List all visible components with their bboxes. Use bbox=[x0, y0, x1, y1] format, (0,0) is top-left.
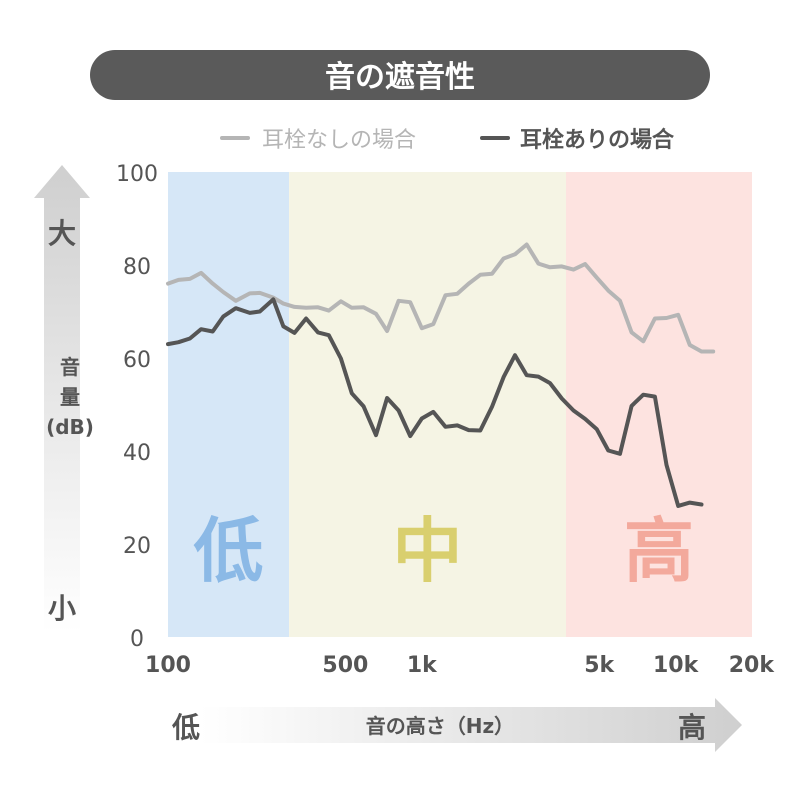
y-axis-bottom-label: 小 bbox=[48, 592, 76, 625]
x-tick-label: 1k bbox=[407, 653, 438, 678]
x-arrow-shape bbox=[200, 698, 742, 752]
x-axis-label: 音の高さ（Hz） bbox=[366, 714, 514, 738]
series-lines bbox=[166, 242, 716, 508]
legend: 耳栓なしの場合 耳栓ありの場合 bbox=[220, 127, 675, 153]
x-tick-label: 500 bbox=[322, 653, 368, 678]
chart-title: 音の遮音性 bbox=[325, 60, 475, 95]
title-bar: 音の遮音性 bbox=[90, 50, 710, 100]
y-axis-label-line2: 量 bbox=[60, 385, 80, 409]
band-low bbox=[168, 172, 290, 637]
x-tick-labels: 100 500 1k 5k 10k 20k bbox=[145, 653, 775, 678]
y-arrow-shape bbox=[34, 165, 90, 632]
y-tick-label: 100 bbox=[116, 162, 158, 187]
y-tick-labels: 0 20 40 60 80 100 bbox=[116, 162, 158, 652]
y-tick-label: 60 bbox=[123, 348, 151, 373]
y-axis-label-line3: (dB) bbox=[46, 415, 94, 439]
band-high bbox=[566, 172, 752, 637]
y-axis-arrow: 大 音 量 (dB) 小 bbox=[34, 165, 94, 632]
series-line-with-earplugs bbox=[166, 297, 704, 508]
y-tick-label: 80 bbox=[123, 255, 151, 280]
band-label-low: 低 bbox=[194, 510, 264, 592]
title-background bbox=[90, 50, 710, 100]
legend-label-without: 耳栓なしの場合 bbox=[262, 128, 416, 153]
x-tick-label: 10k bbox=[653, 653, 700, 678]
y-axis-label-line1: 音 bbox=[60, 355, 80, 379]
x-tick-label: 20k bbox=[729, 653, 776, 678]
band-label-high: 高 bbox=[624, 510, 694, 592]
band-labels: 低中高 bbox=[194, 510, 694, 592]
x-tick-label: 5k bbox=[584, 653, 615, 678]
y-axis-top-label: 大 bbox=[48, 217, 76, 250]
y-tick-label: 0 bbox=[130, 627, 144, 652]
series-line-without-earplugs bbox=[166, 242, 716, 354]
y-tick-label: 40 bbox=[123, 441, 151, 466]
y-tick-label: 20 bbox=[123, 534, 151, 559]
x-axis-right-label: 高 bbox=[678, 711, 706, 744]
legend-label-with: 耳栓ありの場合 bbox=[520, 127, 675, 153]
x-axis-arrow: 低 音の高さ（Hz） 高 bbox=[171, 698, 742, 752]
x-tick-label: 100 bbox=[145, 653, 191, 678]
x-axis-left-label: 低 bbox=[171, 711, 200, 744]
frequency-bands bbox=[168, 172, 752, 637]
band-label-mid: 中 bbox=[393, 510, 463, 592]
